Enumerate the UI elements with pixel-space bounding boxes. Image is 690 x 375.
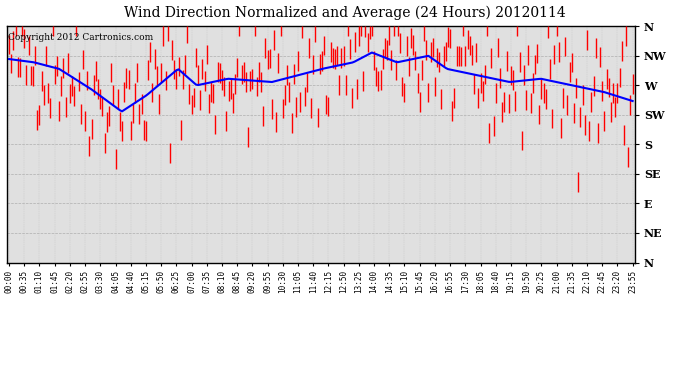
Text: Wind Direction Normalized and Average (24 Hours) 20120114: Wind Direction Normalized and Average (2… <box>124 6 566 20</box>
Text: Copyright 2012 Cartronics.com: Copyright 2012 Cartronics.com <box>8 33 153 42</box>
